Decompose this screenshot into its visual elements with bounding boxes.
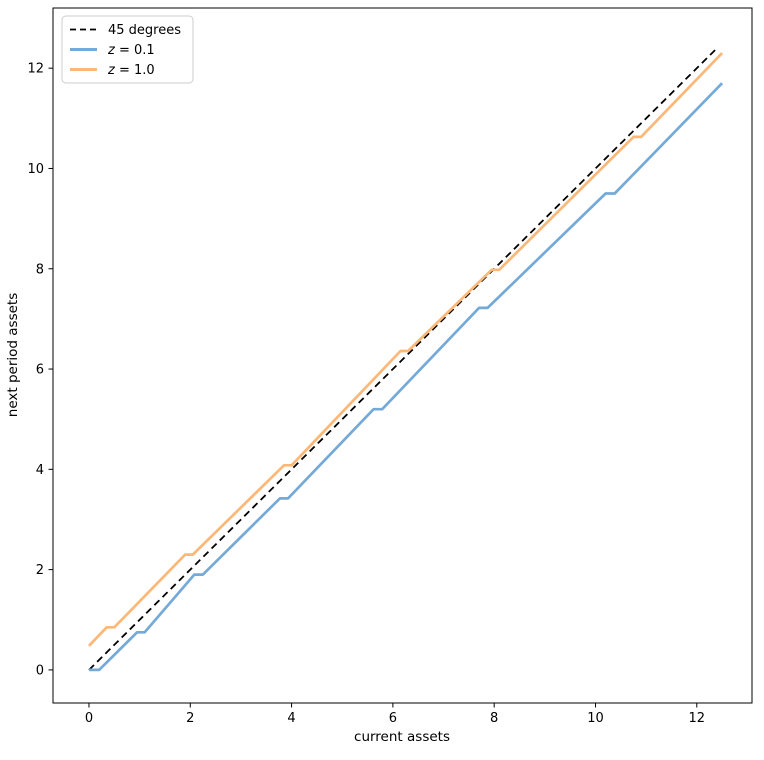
legend: 45 degrees z = 0.1 z = 1.0: [61, 15, 194, 84]
y-tick-label: 4: [36, 463, 44, 478]
y-axis-ticks: 0 2 4 6 8 10 12: [27, 62, 53, 678]
y-tick-label: 6: [36, 363, 44, 378]
y-tick-label: 10: [27, 162, 44, 177]
series-line-z-0-1: [89, 82, 724, 672]
legend-label: z = 1.0: [107, 63, 155, 78]
x-tick-label: 4: [287, 711, 295, 726]
legend-label: z = 0.1: [107, 43, 155, 58]
legend-label: 45 degrees: [108, 23, 181, 38]
x-tick-label: 6: [389, 711, 397, 726]
x-tick-label: 10: [587, 711, 604, 726]
x-axis-ticks: 0 2 4 6 8 10 12: [85, 703, 705, 726]
y-axis-label: next period assets: [5, 293, 21, 417]
x-tick-label: 8: [490, 711, 498, 726]
y-tick-label: 8: [36, 262, 44, 277]
x-tick-label: 12: [689, 711, 706, 726]
series-lines: [88, 46, 724, 672]
x-tick-label: 0: [85, 711, 93, 726]
plot-area: [52, 7, 753, 704]
y-tick-label: 2: [36, 563, 44, 578]
legend-box: [61, 15, 194, 84]
y-tick-label: 0: [36, 663, 44, 678]
series-line-z-1-0: [88, 52, 724, 647]
x-tick-label: 2: [186, 711, 194, 726]
series-line-45-degrees: [88, 46, 719, 671]
y-tick-label: 12: [27, 62, 44, 77]
x-axis-label: current assets: [354, 729, 450, 745]
